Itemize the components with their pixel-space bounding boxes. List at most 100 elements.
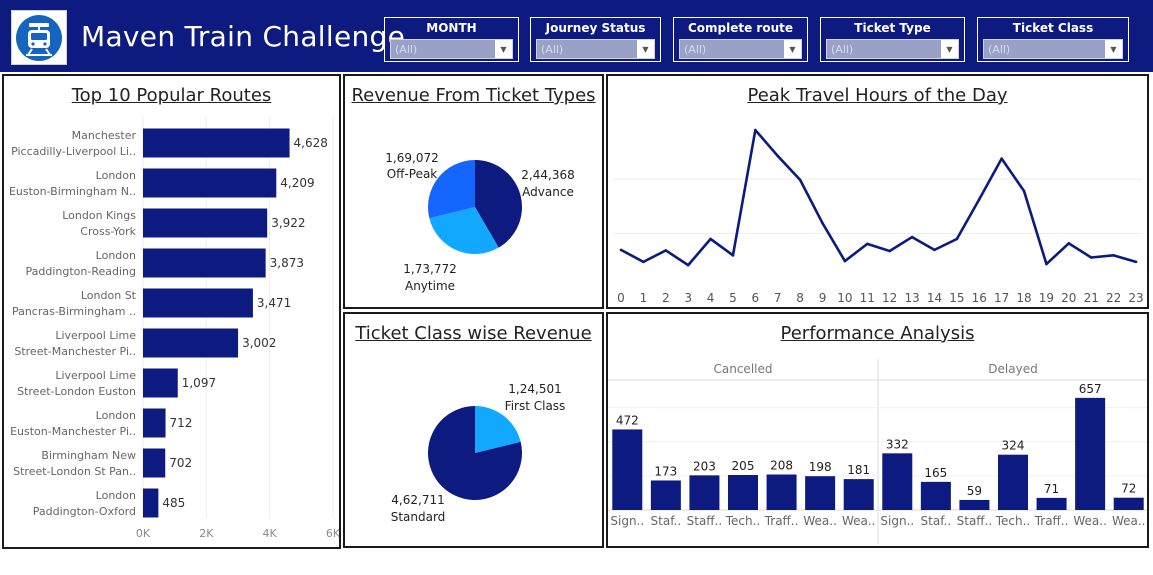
advance-name-label: Advance [522, 185, 574, 199]
route-bar [143, 328, 239, 358]
ticket-class-title: Ticket Class wise Revenue [355, 323, 592, 344]
performance-category-label: Wea.. [803, 514, 837, 528]
route-label-line2: Paddington-Reading [26, 265, 137, 278]
filter-complete-route-select[interactable]: (All) ▼ [679, 39, 802, 59]
x-tick-label: 4K [263, 527, 278, 540]
hour-tick-label: 16 [972, 291, 987, 305]
peak-hours-point [977, 197, 981, 201]
route-label-line2: Street-Manchester Pi.. [14, 345, 136, 358]
performance-bar [1036, 497, 1067, 510]
chevron-down-icon[interactable]: ▼ [494, 40, 512, 58]
hour-tick-label: 20 [1061, 291, 1076, 305]
route-label-line1: Liverpool Lime [55, 369, 136, 382]
hour-tick-label: 9 [819, 291, 827, 305]
performance-value-label: 472 [616, 413, 639, 427]
hour-tick-label: 22 [1106, 291, 1121, 305]
route-label-line1: London Kings [62, 209, 136, 222]
chevron-down-icon[interactable]: ▼ [940, 40, 958, 58]
dashboard-title: Maven Train Challenge [81, 20, 406, 53]
hour-tick-label: 19 [1039, 291, 1054, 305]
route-value-label: 3,002 [242, 336, 276, 350]
ticket-type-slice [429, 207, 499, 254]
hour-tick-label: 12 [882, 291, 897, 305]
performance-value-label: 324 [1002, 439, 1025, 453]
peak-hours-title: Peak Travel Hours of the Day [747, 85, 1008, 106]
performance-value-label: 165 [924, 466, 947, 480]
chevron-down-icon[interactable]: ▼ [636, 40, 654, 58]
route-value-label: 702 [169, 456, 192, 470]
peak-hours-point [1000, 157, 1003, 160]
x-tick-label: 2K [199, 527, 214, 540]
route-label-line2: Street-London St Pan.. [13, 465, 136, 478]
route-label-line1: Liverpool Lime [55, 329, 136, 342]
performance-value-label: 59 [967, 484, 982, 498]
standard-name-label: Standard [391, 510, 446, 524]
filter-journey-status-value: (All) [541, 43, 564, 56]
route-label-line1: London [96, 409, 136, 422]
logo [11, 10, 67, 65]
route-bar [143, 448, 166, 478]
advance-value-label: 2,44,368 [521, 168, 574, 182]
performance-category-label: Tech.. [995, 514, 1031, 528]
performance-category-label: Sign.. [610, 514, 644, 528]
filter-journey-status-select[interactable]: (All) ▼ [536, 39, 655, 59]
route-label-line2: Piccadilly-Liverpool Li.. [11, 145, 136, 158]
filter-complete-route: Complete route (All) ▼ [673, 17, 808, 62]
performance-bar [1113, 497, 1144, 510]
performance-value-label: 173 [654, 464, 677, 478]
performance-bar [843, 479, 874, 510]
chevron-down-icon[interactable]: ▼ [1104, 40, 1122, 58]
peak-hours-point [821, 221, 824, 225]
route-bar [143, 248, 266, 278]
peak-hours-point [933, 248, 936, 252]
route-value-label: 485 [162, 496, 185, 510]
x-tick-label: 0K [136, 527, 151, 540]
peak-hours-point [731, 254, 735, 257]
hour-tick-label: 0 [617, 291, 625, 305]
first-class-name-label: First Class [505, 399, 566, 413]
chevron-down-icon[interactable]: ▼ [783, 40, 801, 58]
filter-month: MONTH (All) ▼ [384, 17, 519, 62]
performance-bar [650, 480, 681, 510]
filter-ticket-class-select[interactable]: (All) ▼ [983, 39, 1123, 59]
route-label-line2: Euston-Birmingham N.. [9, 185, 136, 198]
top-routes-title: Top 10 Popular Routes [71, 85, 272, 106]
peak-hours-point [843, 259, 847, 263]
filter-month-label: MONTH [426, 21, 477, 35]
ticket-type-slice [475, 160, 522, 248]
ticket-class-chart: 1,24,501 First Class 4,62,711 Standard [391, 382, 566, 524]
peak-hours-line [620, 128, 1137, 267]
performance-value-label: 181 [847, 463, 870, 477]
route-value-label: 3,922 [271, 216, 305, 230]
filter-journey-status: Journey Status (All) ▼ [530, 17, 661, 62]
route-value-label: 4,628 [294, 136, 328, 150]
peak-hours-point [754, 128, 757, 132]
peak-hours-point [619, 248, 623, 252]
performance-category-label: Staf.. [651, 514, 682, 528]
filter-ticket-type-value: (All) [831, 43, 854, 56]
route-label-line1: London [96, 489, 136, 502]
filter-ticket-type: Ticket Type (All) ▼ [820, 17, 965, 62]
peak-hours-point [1134, 260, 1138, 264]
performance-bar [959, 499, 990, 510]
route-bar [143, 288, 253, 318]
route-value-label: 1,097 [182, 376, 216, 390]
peak-hours-point [1067, 242, 1071, 245]
filter-month-select[interactable]: (All) ▼ [390, 39, 513, 59]
filter-ticket-class-label: Ticket Class [1012, 21, 1094, 35]
hour-tick-label: 8 [796, 291, 804, 305]
hour-tick-label: 23 [1128, 291, 1143, 305]
top-routes-chart: 0K 2K 4K 6K 4,628 Manchester Piccadilly-Liverp… [9, 116, 339, 540]
route-bar [143, 208, 268, 238]
filter-ticket-type-select[interactable]: (All) ▼ [826, 39, 959, 59]
route-value-label: 4,209 [280, 176, 314, 190]
peak-hours-point [866, 242, 869, 246]
performance-bar [805, 476, 836, 510]
hour-tick-label: 5 [729, 291, 737, 305]
peak-hours-point [1022, 189, 1026, 193]
performance-bar [728, 475, 758, 510]
filter-complete-route-value: (All) [684, 43, 707, 56]
route-label-line1: London [96, 169, 136, 182]
hour-tick-label: 3 [684, 291, 692, 305]
performance-bar [882, 453, 913, 510]
